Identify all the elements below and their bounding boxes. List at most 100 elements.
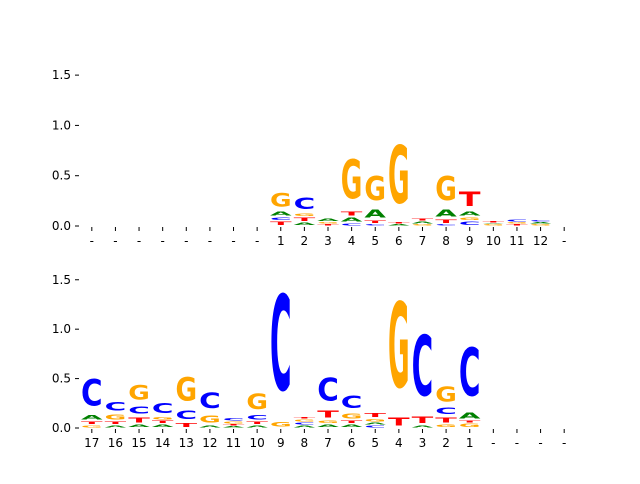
logo-letter-C: C: [294, 194, 316, 213]
logo-letter-T: T: [317, 408, 339, 420]
x-tick-label: -: [562, 234, 566, 248]
y-tick-label: 1.5: [52, 68, 71, 82]
logo-letter-A: A: [199, 425, 222, 428]
logo-letter-T: T: [483, 221, 506, 223]
x-tick-label: -: [231, 234, 235, 248]
logo-letter-G: G: [459, 423, 481, 428]
logo-letter-C: C: [364, 224, 386, 226]
logo-letter-G: G: [199, 413, 221, 425]
x-tick-label: 5: [371, 234, 379, 248]
logo-letter-C: C: [435, 224, 457, 226]
logo-letter-C: C: [199, 389, 221, 414]
logo-letter-G: G: [294, 213, 316, 217]
y-tick-label: 1.0: [52, 118, 71, 132]
x-tick-label: 10: [250, 436, 265, 450]
x-tick-label: 8: [301, 436, 309, 450]
logo-letter-C: C: [270, 270, 292, 422]
logo-letter-T: T: [388, 222, 411, 224]
logo-letter-A: A: [270, 211, 292, 217]
x-tick-label: 2: [442, 436, 450, 450]
logo-letter-A: A: [412, 425, 435, 428]
y-tick-label: 0.5: [52, 169, 71, 183]
x-tick-label: -: [538, 436, 542, 450]
logo-letter-G: G: [317, 420, 339, 424]
logo-letter-A: A: [388, 224, 411, 226]
x-tick-label: 11: [509, 234, 524, 248]
x-tick-label: -: [160, 234, 164, 248]
x-tick-label: 2: [301, 234, 309, 248]
logo-letter-C: C: [435, 407, 457, 417]
logo-letter-G: G: [364, 169, 386, 208]
logo-letter-G: G: [175, 371, 197, 408]
logo-letter-C: C: [530, 220, 552, 222]
logo-letter-T: T: [294, 417, 317, 419]
logo-letter-T: T: [246, 421, 268, 425]
logo-letter-T: T: [459, 188, 481, 211]
logo-letter-C: C: [81, 371, 103, 414]
logo-letter-T: T: [412, 415, 434, 425]
logo-letter-A: A: [341, 424, 363, 428]
logo-letter-C: C: [341, 223, 363, 226]
x-tick-label: 9: [277, 436, 285, 450]
logo-letter-G: G: [388, 280, 410, 415]
y-tick-label: 0.0: [52, 219, 71, 233]
x-tick-label: 9: [466, 234, 474, 248]
x-tick-label: 3: [324, 234, 332, 248]
logo-letter-G: G: [317, 222, 339, 224]
logo-letter-C: C: [246, 414, 268, 421]
logo-letter-C: C: [317, 373, 339, 409]
logo-letter-C: C: [223, 417, 245, 421]
logo-letter-T: T: [270, 221, 292, 226]
x-tick-label: 1: [277, 234, 285, 248]
x-tick-label: 12: [202, 436, 217, 450]
logo-letter-G: G: [105, 413, 127, 421]
x-tick-label: 15: [131, 436, 146, 450]
logo-letter-C: C: [364, 425, 386, 428]
logo-letter-T: T: [294, 217, 316, 222]
logo-letter-G: G: [341, 412, 363, 420]
x-tick-label: -: [137, 234, 141, 248]
logo-letter-A: A: [105, 425, 128, 428]
logo-letter-A: A: [459, 411, 481, 420]
logo-letter-T: T: [128, 417, 150, 425]
logo-letter-T: T: [412, 218, 435, 221]
logo-letter-T: T: [364, 412, 386, 418]
logo-letter-A: A: [294, 425, 317, 428]
logo-letter-A: A: [412, 221, 435, 224]
logo-letter-T: T: [152, 420, 174, 424]
logo-letter-T: T: [81, 421, 103, 425]
logo-letter-G: G: [435, 382, 457, 406]
logo-letter-C: C: [152, 401, 174, 416]
logo-letter-A: A: [483, 223, 506, 224]
logo-letter-G: G: [223, 421, 245, 424]
logo-letter-A: A: [152, 424, 174, 428]
logo-letter-T: T: [317, 224, 340, 226]
logo-letter-A: A: [128, 424, 150, 428]
logo-letter-C: C: [128, 405, 150, 417]
logo-letter-A: A: [317, 218, 339, 222]
logo-letter-G: G: [364, 418, 386, 422]
logo-letter-A: A: [341, 217, 363, 223]
logo-letter-T: T: [388, 415, 411, 428]
logo-letter-A: A: [459, 211, 481, 217]
logo-panel-2: 0.0 0.5 1.0 1.5 17 16 15 14 13 12 11 10 9 8 7 6 5 4 3 2 1 - - -…: [52, 270, 566, 450]
logo-letter-T: T: [341, 211, 363, 217]
x-tick-label: 4: [348, 234, 356, 248]
y-tick-label: 0.5: [52, 372, 71, 386]
x-tick-label: 12: [533, 234, 548, 248]
x-tick-label: -: [562, 436, 566, 450]
logo-letter-T: T: [459, 420, 482, 423]
x-tick-label: 3: [419, 436, 427, 450]
logo-letter-G: G: [246, 390, 268, 415]
x-tick-label: 5: [371, 436, 379, 450]
logo-letter-C: C: [412, 318, 434, 415]
x-tick-label: -: [515, 436, 519, 450]
x-tick-label: -: [90, 234, 94, 248]
logo-letter-C: C: [105, 400, 127, 414]
logo-letter-G: G: [530, 224, 552, 226]
x-tick-label: -: [208, 234, 212, 248]
x-tick-label: -: [491, 436, 495, 450]
logo-letter-C: C: [459, 221, 481, 226]
